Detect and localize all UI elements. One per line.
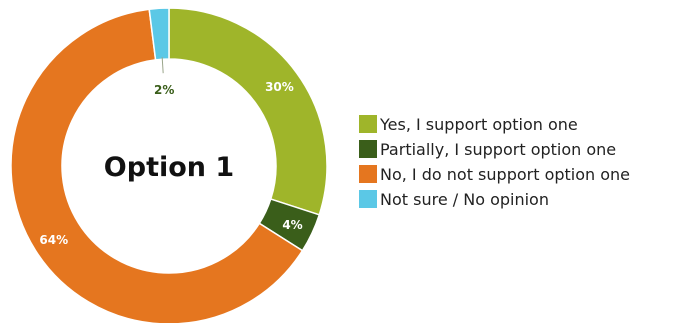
legend-label-yes: Yes, I support option one	[380, 114, 578, 134]
legend-item-not-sure: Not sure / No opinion	[359, 187, 630, 211]
legend-item-partially: Partially, I support option one	[359, 137, 630, 161]
slice-value-labels: 30% 4% 64% 2%	[39, 80, 302, 247]
legend-item-no: No, I do not support option one	[359, 162, 630, 186]
legend-swatch-partially	[359, 140, 377, 158]
donut-slices	[10, 7, 328, 323]
legend-label-no: No, I do not support option one	[380, 164, 631, 184]
legend-item-yes: Yes, I support option one	[359, 112, 630, 136]
donut-chart: 30% 4% 64% 2% Option 1	[10, 7, 328, 323]
slice-label-partially: 4%	[282, 218, 302, 232]
slice-not-sure	[148, 7, 170, 61]
legend-swatch-not-sure	[359, 190, 377, 208]
legend: Yes, I support option one Partially, I s…	[359, 112, 630, 212]
legend-swatch-yes	[359, 115, 377, 133]
legend-label-partially: Partially, I support option one	[380, 139, 617, 159]
slice-label-no: 64%	[39, 233, 68, 247]
center-label: Option 1	[104, 152, 234, 183]
slice-yes	[168, 7, 328, 216]
slice-label-yes: 30%	[265, 80, 294, 94]
legend-swatch-no	[359, 165, 377, 183]
slice-label-leader-line	[161, 57, 164, 74]
slice-no	[10, 8, 304, 323]
legend-label-not-sure: Not sure / No opinion	[380, 189, 549, 209]
slice-label-not-sure: 2%	[154, 83, 174, 97]
